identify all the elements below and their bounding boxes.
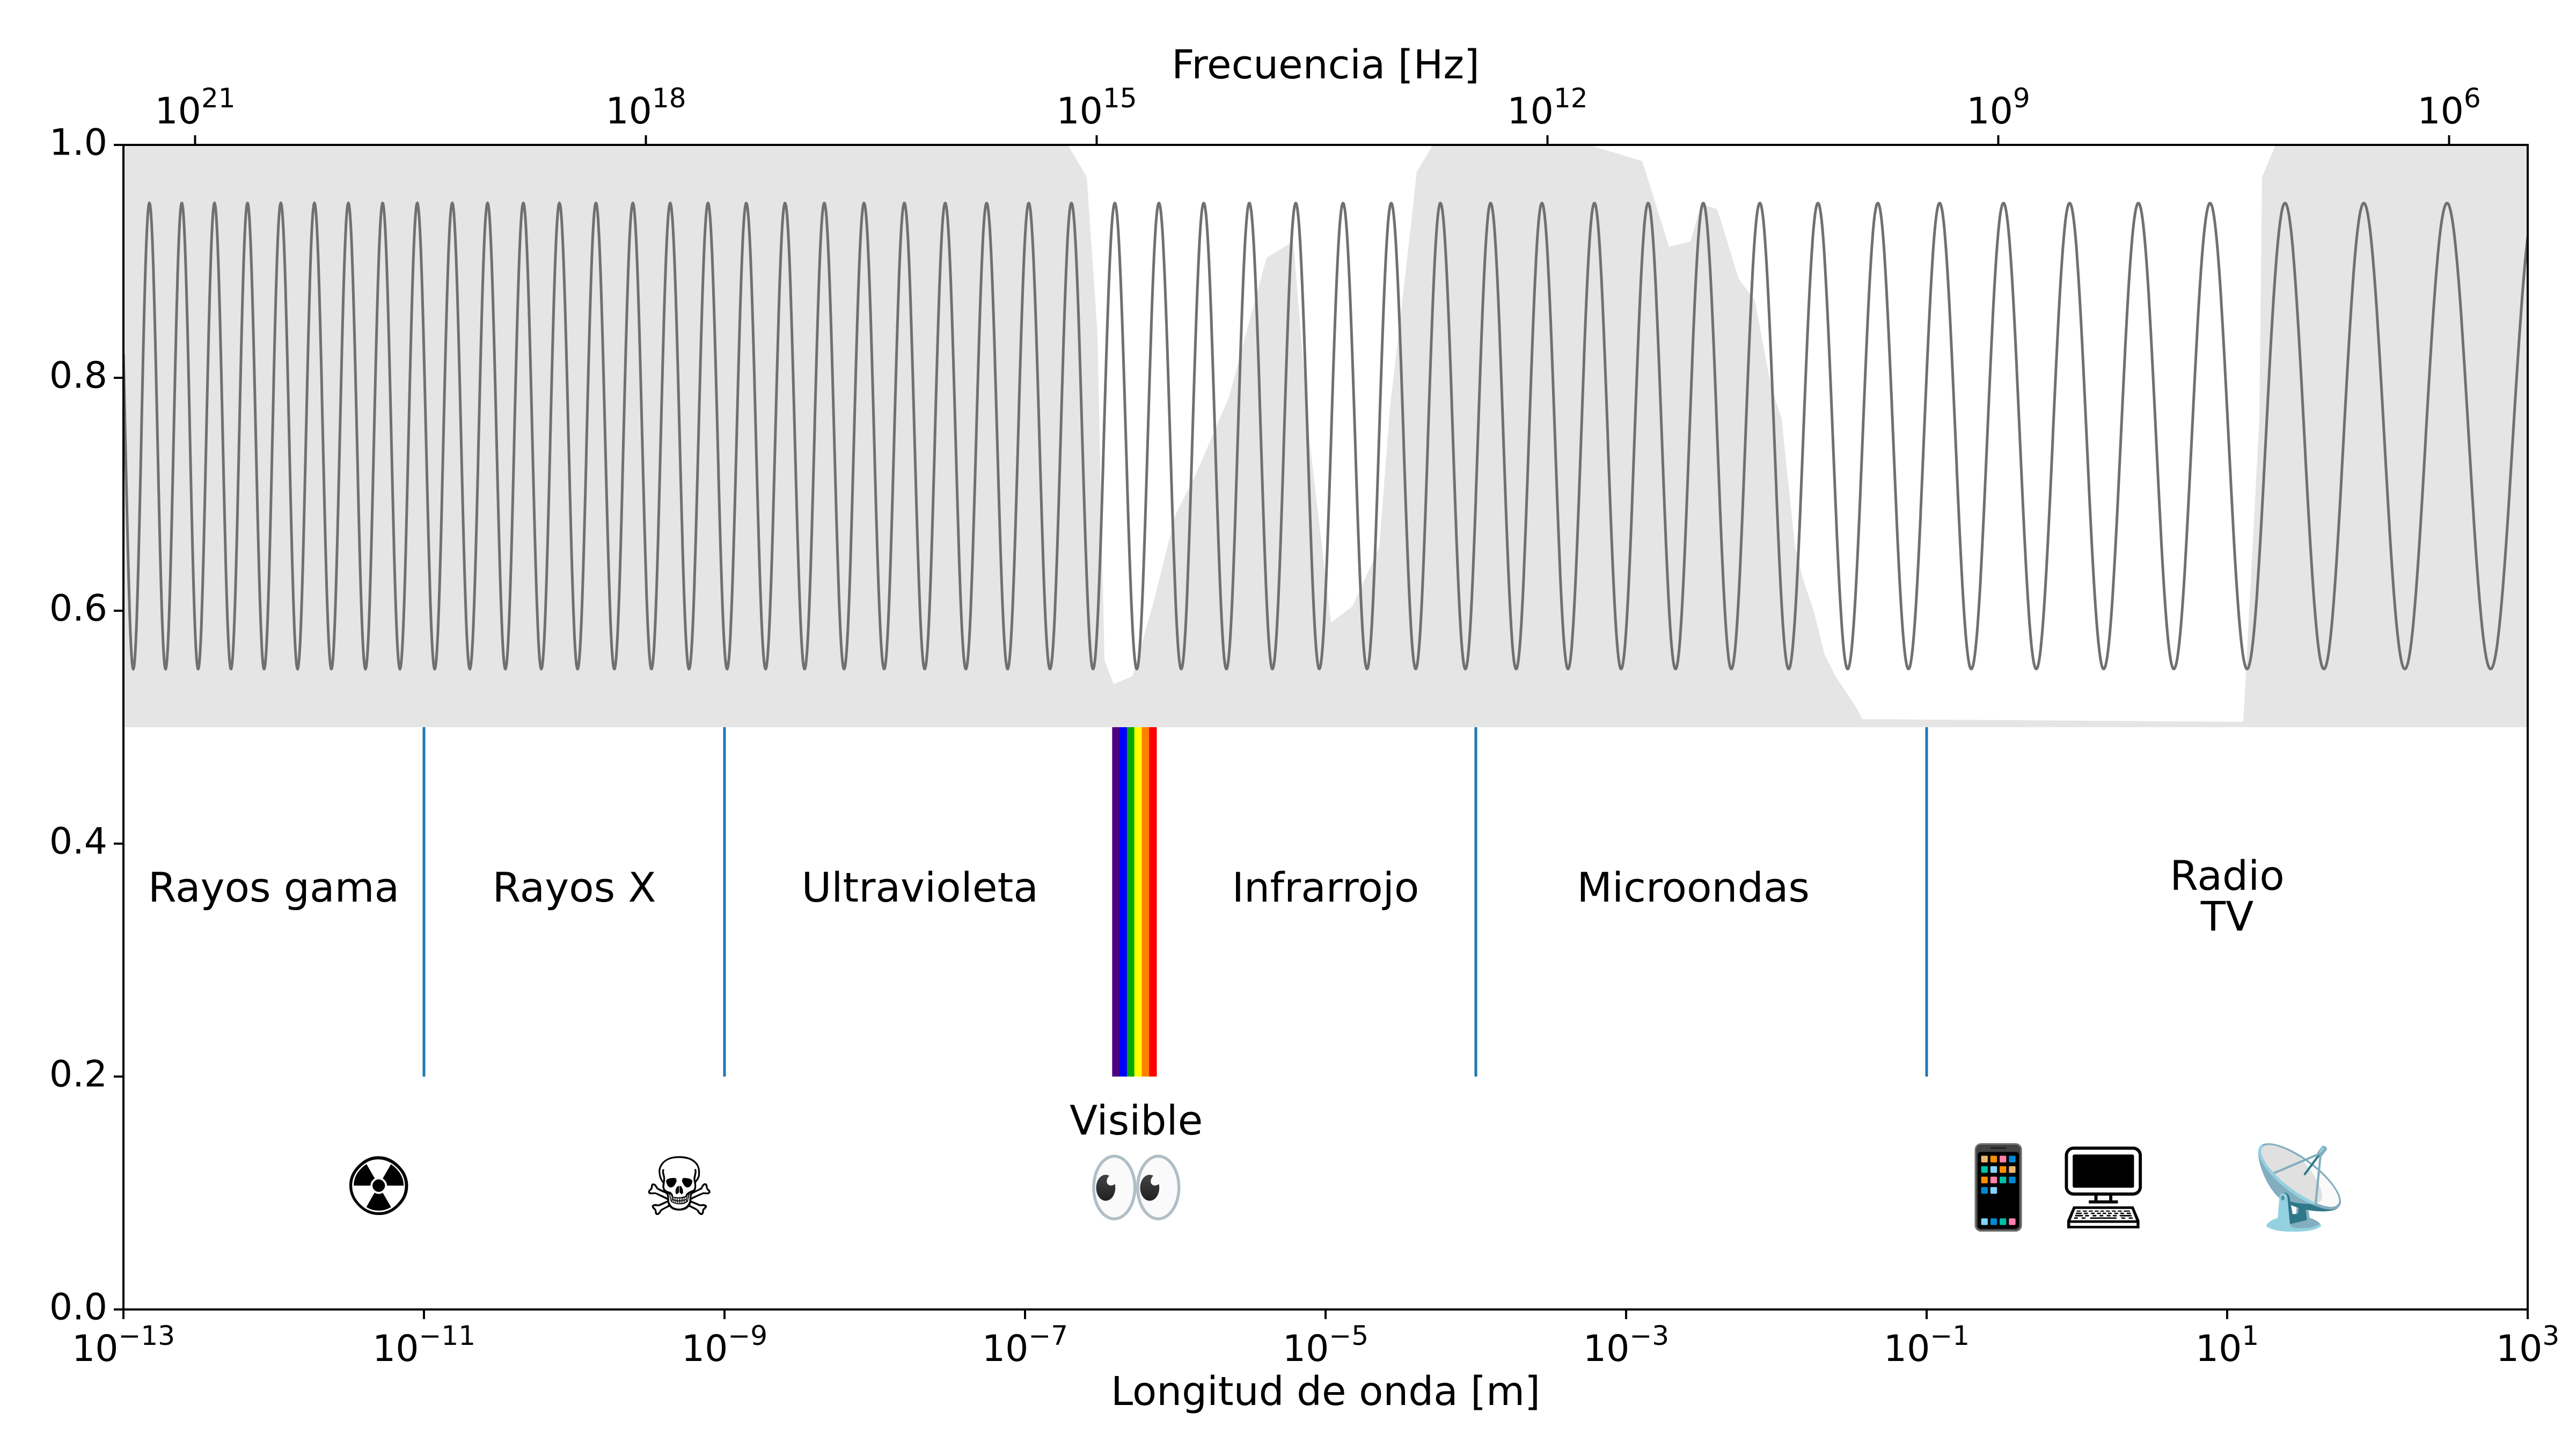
visible-color-stripe [1149,727,1157,1077]
band-icons: ☢ ☠ 👀 📱 🖥 📡 [342,1137,2349,1234]
visible-spectrum-strip [1112,727,1157,1077]
atmospheric-opacity-area [123,145,2528,727]
x-tick-label: 10−5 [1283,1320,1368,1370]
top-x-tick-label: 1015 [1056,83,1137,133]
band-label: Microondas [1577,863,1810,911]
y-tick-label: 0.6 [49,588,107,630]
x-tick-label: 10−9 [682,1320,767,1370]
y-tick-label: 0.2 [49,1053,107,1096]
top-x-tick-label: 1021 [155,83,235,133]
x-tick-label: 10−1 [1884,1320,1970,1370]
top-axis-title: Frecuencia [Hz] [1172,42,1480,88]
x-tick-label: 101 [2196,1320,2259,1370]
band-label: Radio [2170,852,2285,899]
radiation-icon: ☢ [342,1141,414,1234]
band-label: Infrarrojo [1232,863,1419,911]
satellite-dish-icon: 📡 [2249,1137,2349,1234]
band-labels: Rayos gama Rayos X Ultravioleta Infrarrojo M… [148,852,2285,1144]
x-tick-label: 103 [2496,1320,2559,1370]
eyes-icon: 👀 [1086,1141,1187,1234]
wave-series [123,201,2528,671]
top-x-tick-label: 1012 [1507,83,1587,133]
axes: 0.0 0.2 0.4 0.6 0.8 1.0 10−13 10−11 10−9 10−7 10−5… [49,83,2559,1370]
monitor-icon: 🖥 [2052,1141,2154,1234]
visible-color-stripe [1112,727,1120,1077]
y-tick-label: 0.4 [49,821,107,863]
y-tick-label: 0.8 [49,355,107,397]
band-label: Rayos gama [148,863,399,911]
band-dividers [422,727,1928,1077]
mobile-phone-icon: 📱 [1948,1141,2048,1234]
band-label: Ultravioleta [802,863,1038,911]
opacity-area [123,145,2528,727]
band-label: TV [2200,892,2253,940]
x-axis-title: Longitud de onda [m] [1111,1368,1540,1415]
x-tick-label: 10−11 [372,1320,475,1370]
skull-crossbones-icon: ☠ [643,1141,715,1234]
wave-line [123,201,2528,671]
x-tick-label: 10−3 [1583,1320,1669,1370]
top-x-tick-label: 1018 [605,83,686,133]
visible-color-stripe [1119,727,1128,1077]
band-label: Rayos X [492,863,656,911]
x-tick-label: 10−7 [982,1320,1068,1370]
y-tick-label: 0.0 [49,1286,107,1329]
visible-color-stripe [1134,727,1142,1077]
visible-color-stripe [1126,727,1135,1077]
visible-label: Visible [1070,1096,1203,1144]
top-x-tick-label: 106 [2417,83,2480,133]
y-tick-label: 1.0 [49,122,107,164]
visible-color-stripe [1141,727,1150,1077]
x-tick-label: 10−13 [72,1320,175,1370]
top-x-tick-label: 109 [1966,83,2030,133]
